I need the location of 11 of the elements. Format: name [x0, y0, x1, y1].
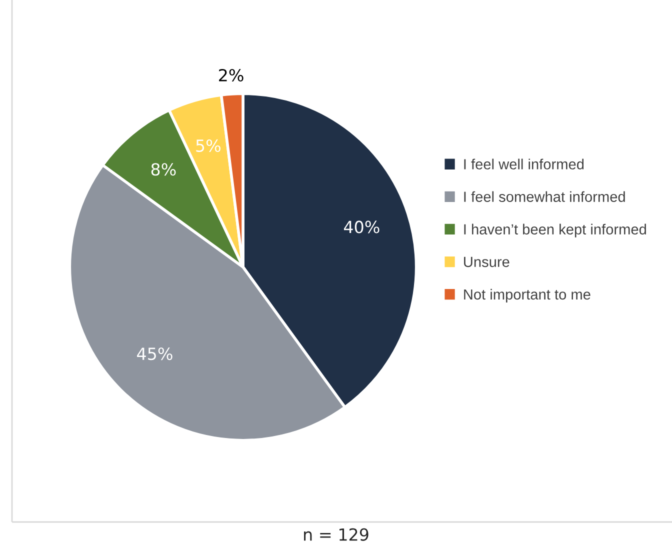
- text: n = 129: [304, 528, 368, 541]
- data-label: 8%: [151, 163, 176, 176]
- legend-label: I feel somewhat informed: [464, 191, 625, 202]
- legend-label: Not important to me: [464, 288, 590, 303]
- legend-label: Unsure: [464, 256, 510, 268]
- data-label: 2%: [219, 68, 244, 82]
- legend-label: I feel well informed: [464, 158, 584, 170]
- legend-label: I haven’t been kept informed: [464, 224, 646, 238]
- data-label: 45%: [137, 347, 172, 360]
- data-label: 5%: [196, 139, 220, 152]
- data-label: 40%: [344, 220, 380, 234]
